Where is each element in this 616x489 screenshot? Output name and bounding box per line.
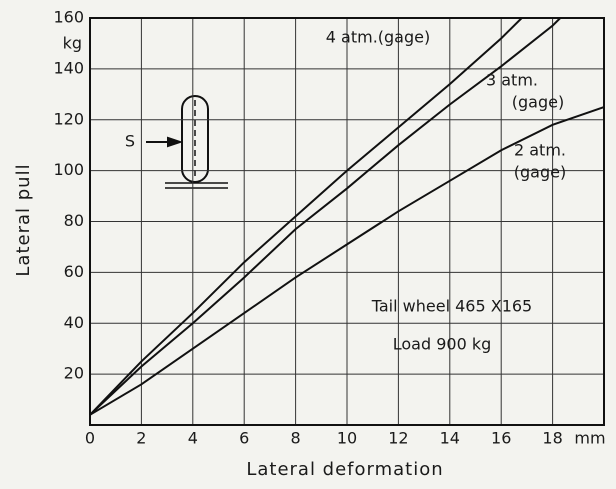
curve [89, 17, 562, 416]
x-tick-label: 0 [85, 429, 95, 448]
y-tick-label: 160 [53, 8, 84, 27]
x-tick-label: 2 [136, 429, 146, 448]
x-unit: mm [574, 429, 605, 448]
plot-frame [89, 17, 605, 426]
y-tick-label: 100 [53, 160, 84, 179]
y-unit: kg [63, 34, 82, 53]
x-tick-label: 14 [440, 429, 460, 448]
y-tick-label: 60 [64, 262, 84, 281]
x-tick-label: 8 [291, 429, 301, 448]
annotation: (gage) [512, 93, 564, 112]
y-tick-label: 80 [64, 211, 84, 230]
y-axis-label: Lateral pull [13, 163, 34, 276]
x-tick-label: 6 [239, 429, 249, 448]
curve [89, 106, 605, 416]
x-axis-label: Lateral deformation [246, 459, 443, 480]
annotation: Tail wheel 465 X165 [371, 297, 532, 316]
tire-icon [146, 95, 228, 189]
x-tick-label: 18 [542, 429, 562, 448]
curve [89, 17, 523, 416]
y-tick-label: 40 [64, 313, 84, 332]
x-tick-label: 12 [388, 429, 408, 448]
annotation: (gage) [514, 163, 566, 182]
series-label: 2 atm. [514, 141, 566, 160]
x-tick-label: 4 [188, 429, 198, 448]
annotation: S [125, 132, 135, 151]
series-label: 4 atm.(gage) [326, 28, 430, 47]
series-label: 3 atm. [486, 71, 538, 90]
y-tick-label: 20 [64, 364, 84, 383]
x-tick-label: 10 [337, 429, 357, 448]
annotation: Load 900 kg [393, 335, 492, 354]
x-tick-label: 16 [491, 429, 511, 448]
y-tick-label: 120 [53, 109, 84, 128]
y-tick-label: 140 [53, 58, 84, 77]
